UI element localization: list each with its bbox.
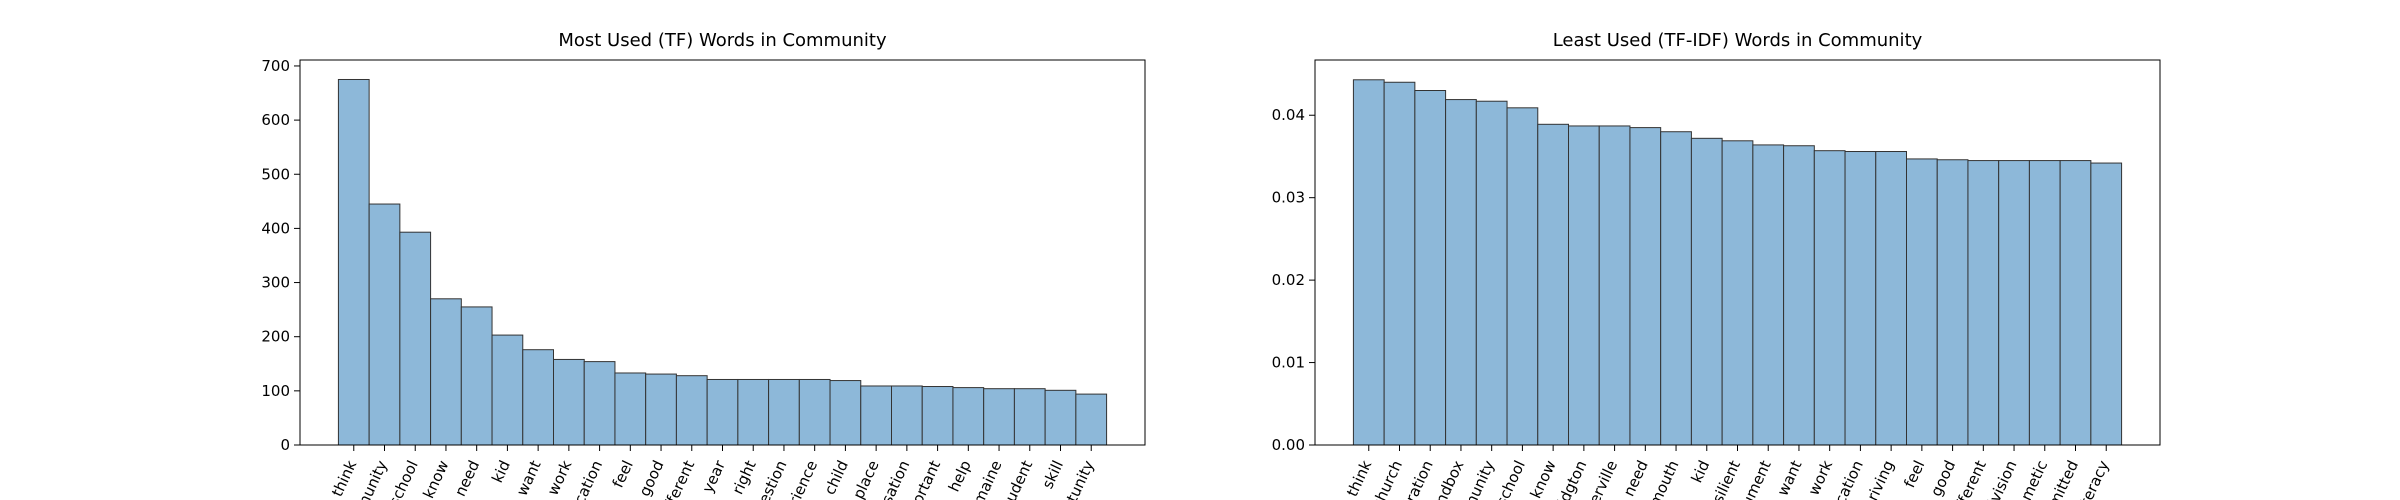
bar <box>368 203 401 446</box>
y-tick-label: 200 <box>261 328 290 346</box>
bar <box>1690 137 1723 446</box>
bar <box>768 378 800 446</box>
x-tick-label: right <box>729 458 760 498</box>
bar <box>614 372 647 446</box>
x-tick-label: know <box>419 458 452 500</box>
axes-frame <box>1314 59 2161 446</box>
bar <box>1998 160 2030 446</box>
bar <box>491 334 524 446</box>
bar <box>1906 158 1938 446</box>
x-tick-label: feel <box>609 458 637 491</box>
x-tick-label: need <box>1620 458 1652 500</box>
x-tick-label: want <box>1774 458 1806 499</box>
bar <box>1537 123 1569 446</box>
bar <box>1752 144 1785 446</box>
x-tick-label: maine <box>969 458 1005 500</box>
bar <box>1568 125 1600 446</box>
bar <box>952 387 985 446</box>
bar <box>460 306 493 446</box>
bar <box>675 375 708 446</box>
y-tick-label: 0.02 <box>1272 271 1305 289</box>
bar <box>829 380 862 446</box>
bar <box>430 298 462 446</box>
bar <box>1414 90 1447 446</box>
x-tick-label: feel <box>1900 458 1928 491</box>
bar <box>860 385 892 446</box>
bar <box>983 388 1015 446</box>
bar <box>1875 151 1907 446</box>
y-tick-label: 400 <box>261 219 290 237</box>
y-tick-label: 300 <box>261 274 290 292</box>
x-tick-label: need <box>451 458 483 500</box>
x-tick-label: school <box>1492 458 1529 500</box>
bar <box>798 378 831 446</box>
y-tick-label: 500 <box>261 165 290 183</box>
bar <box>1844 151 1877 446</box>
chart-title: Least Used (TF-IDF) Words in Community <box>1553 30 1923 51</box>
y-tick-label: 100 <box>261 382 290 400</box>
x-tick-label: want <box>513 458 545 499</box>
bar <box>1598 125 1631 446</box>
bar <box>921 386 954 446</box>
bar <box>1044 389 1077 446</box>
x-tick-label: work <box>544 457 576 498</box>
bar <box>1075 393 1108 446</box>
x-tick-label: child <box>821 458 852 498</box>
bar <box>2090 162 2123 446</box>
bar <box>1967 160 2000 446</box>
bar <box>1936 159 1969 446</box>
x-tick-label: church <box>1368 458 1406 500</box>
bar <box>706 378 739 446</box>
chart-title: Most Used (TF) Words in Community <box>558 30 887 51</box>
y-tick-label: 0.04 <box>1272 106 1305 124</box>
bar <box>1352 79 1385 446</box>
axes-frame <box>299 59 1146 446</box>
y-tick-label: 0 <box>280 436 290 454</box>
bar <box>522 349 554 446</box>
y-tick-label: 700 <box>261 57 290 75</box>
x-tick-label: work <box>1805 457 1837 498</box>
y-tick-label: 600 <box>261 111 290 129</box>
x-tick-label: year <box>699 457 730 496</box>
bar <box>1475 100 1508 446</box>
x-tick-label: good <box>635 458 667 500</box>
bar <box>1013 388 1046 446</box>
bar <box>737 378 770 446</box>
bar <box>1445 99 1477 446</box>
x-tick-label: skill <box>1038 458 1067 492</box>
bar <box>2028 160 2061 446</box>
x-tick-label: think <box>1343 457 1375 499</box>
bar <box>1506 107 1539 446</box>
y-tick-label: 0.01 <box>1272 354 1305 372</box>
x-tick-label: help <box>945 458 975 495</box>
x-tick-label: place <box>849 458 882 500</box>
bar <box>2059 160 2092 446</box>
bar <box>1721 140 1754 446</box>
bar <box>645 373 677 446</box>
bar <box>1383 81 1416 446</box>
x-tick-label: school <box>385 458 422 500</box>
bar <box>553 358 585 446</box>
y-tick-label: 0.03 <box>1272 189 1305 207</box>
bar <box>1629 127 1662 446</box>
x-tick-label: think <box>328 457 360 499</box>
y-tick-label: 0.00 <box>1272 436 1305 454</box>
bar <box>337 78 370 446</box>
x-tick-label: kid <box>488 458 514 486</box>
bar <box>1783 145 1815 446</box>
bar <box>583 361 616 446</box>
x-tick-label: kid <box>1688 458 1714 486</box>
x-tick-label: good <box>1927 458 1959 500</box>
bar <box>891 385 923 446</box>
x-tick-label: know <box>1527 458 1560 500</box>
bar <box>1813 150 1846 446</box>
bar <box>399 231 432 446</box>
bar <box>1660 131 1692 446</box>
